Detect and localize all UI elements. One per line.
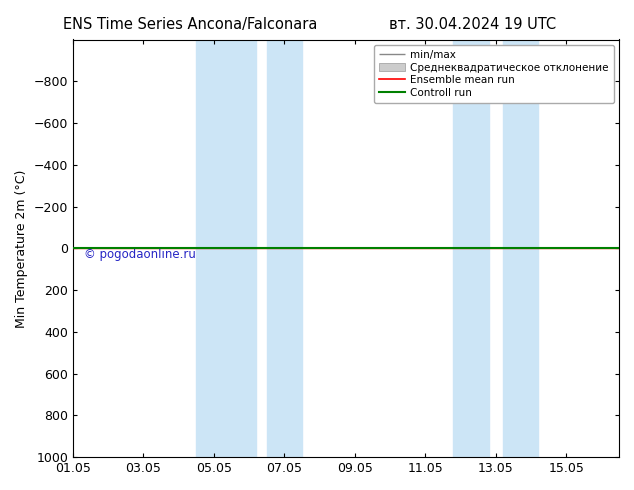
Bar xyxy=(267,40,302,457)
Text: © pogodaonline.ru: © pogodaonline.ru xyxy=(84,248,196,261)
Legend: min/max, Среднеквадратическое отклонение, Ensemble mean run, Controll run: min/max, Среднеквадратическое отклонение… xyxy=(373,45,614,103)
Text: ENS Time Series Ancona/Falconara: ENS Time Series Ancona/Falconara xyxy=(63,17,318,32)
Text: вт. 30.04.2024 19 UTC: вт. 30.04.2024 19 UTC xyxy=(389,17,556,32)
Y-axis label: Min Temperature 2m (°C): Min Temperature 2m (°C) xyxy=(15,169,28,327)
Bar xyxy=(453,40,489,457)
Bar xyxy=(503,40,538,457)
Bar xyxy=(197,40,256,457)
Title: ENS Time Series Ancona/Falconara      вт. 30.04.2024 19 UTC: ENS Time Series Ancona/Falconara вт. 30.… xyxy=(0,489,1,490)
